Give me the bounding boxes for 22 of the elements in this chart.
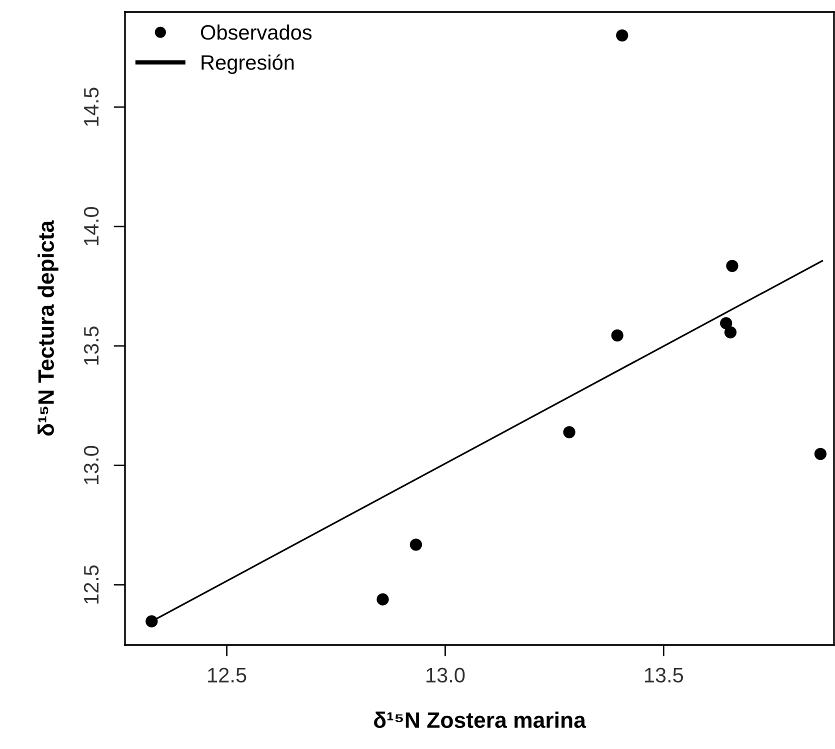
y-tick-label: 13.5 xyxy=(84,326,99,365)
point xyxy=(410,538,422,551)
legend-label: Regresión xyxy=(202,54,294,74)
point xyxy=(814,448,827,460)
x-tick-label: 13.5 xyxy=(644,668,684,683)
y-tick-label: 14.5 xyxy=(84,88,99,126)
point xyxy=(611,329,624,342)
x-tick-label: 13.0 xyxy=(426,668,465,683)
point xyxy=(146,615,158,628)
y-tick-label: 13.0 xyxy=(84,446,99,484)
y-axis-title: δ¹⁵N Tectura depicta xyxy=(38,220,58,436)
point xyxy=(376,593,389,606)
point xyxy=(724,326,737,338)
point xyxy=(616,29,628,42)
x-tick-label: 12.5 xyxy=(208,668,246,683)
y-tick-label: 14.0 xyxy=(84,207,99,246)
y-tick-label: 12.5 xyxy=(84,565,99,604)
point xyxy=(720,317,732,330)
legend-label: Observados xyxy=(200,24,312,40)
point xyxy=(726,260,738,272)
point xyxy=(563,426,576,438)
x-axis-title: δ¹⁵N Zostera marina xyxy=(374,712,586,728)
